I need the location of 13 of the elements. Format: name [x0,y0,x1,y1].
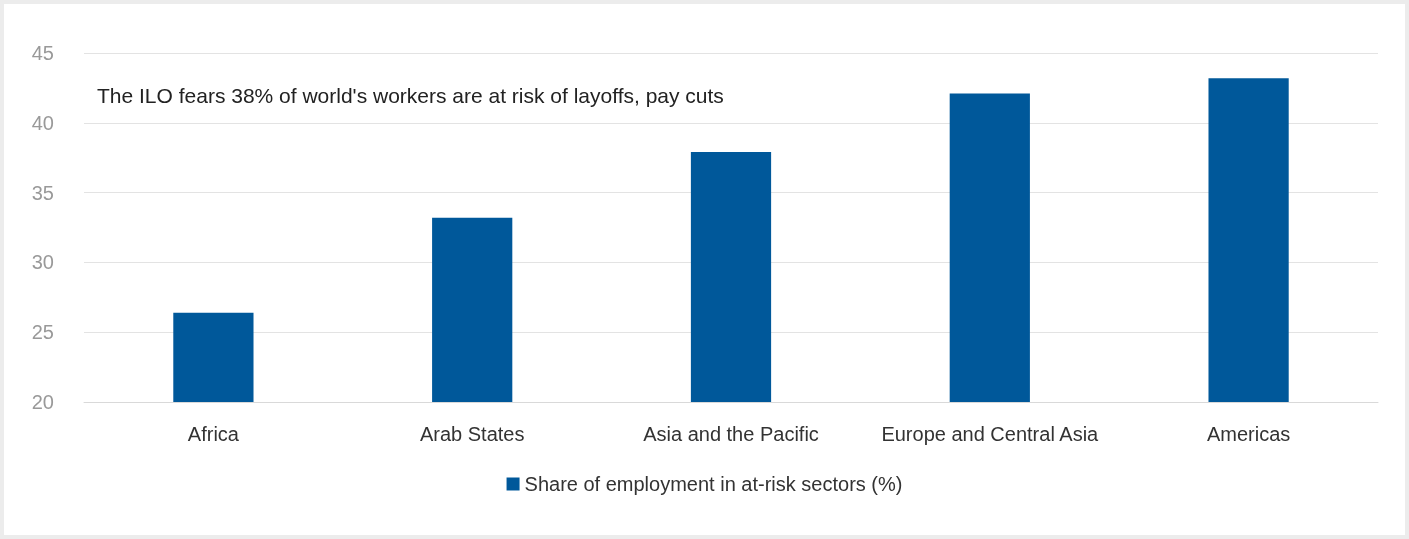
x-tick-label: Europe and Central Asia [881,423,1100,445]
x-tick-label: Americas [1206,423,1291,445]
text: The ILO fears 38% of world's workers are at risk of layoffs, pay cuts [97,84,724,107]
x-tick-label: Asia and the Pacific [643,423,819,445]
y-tick-label: 45 [31,42,54,64]
y-tick-label: 30 [31,251,54,274]
x-tick-label: Arab States [419,423,525,445]
y-tick-label: 25 [31,321,54,344]
legend-label: Share of employment in at-risk sectors (%) [524,473,903,495]
y-tick-label: 40 [31,111,54,134]
y-tick-label: 20 [31,391,54,413]
y-tick-label: 35 [31,181,54,204]
x-tick-label: Africa [187,423,240,445]
